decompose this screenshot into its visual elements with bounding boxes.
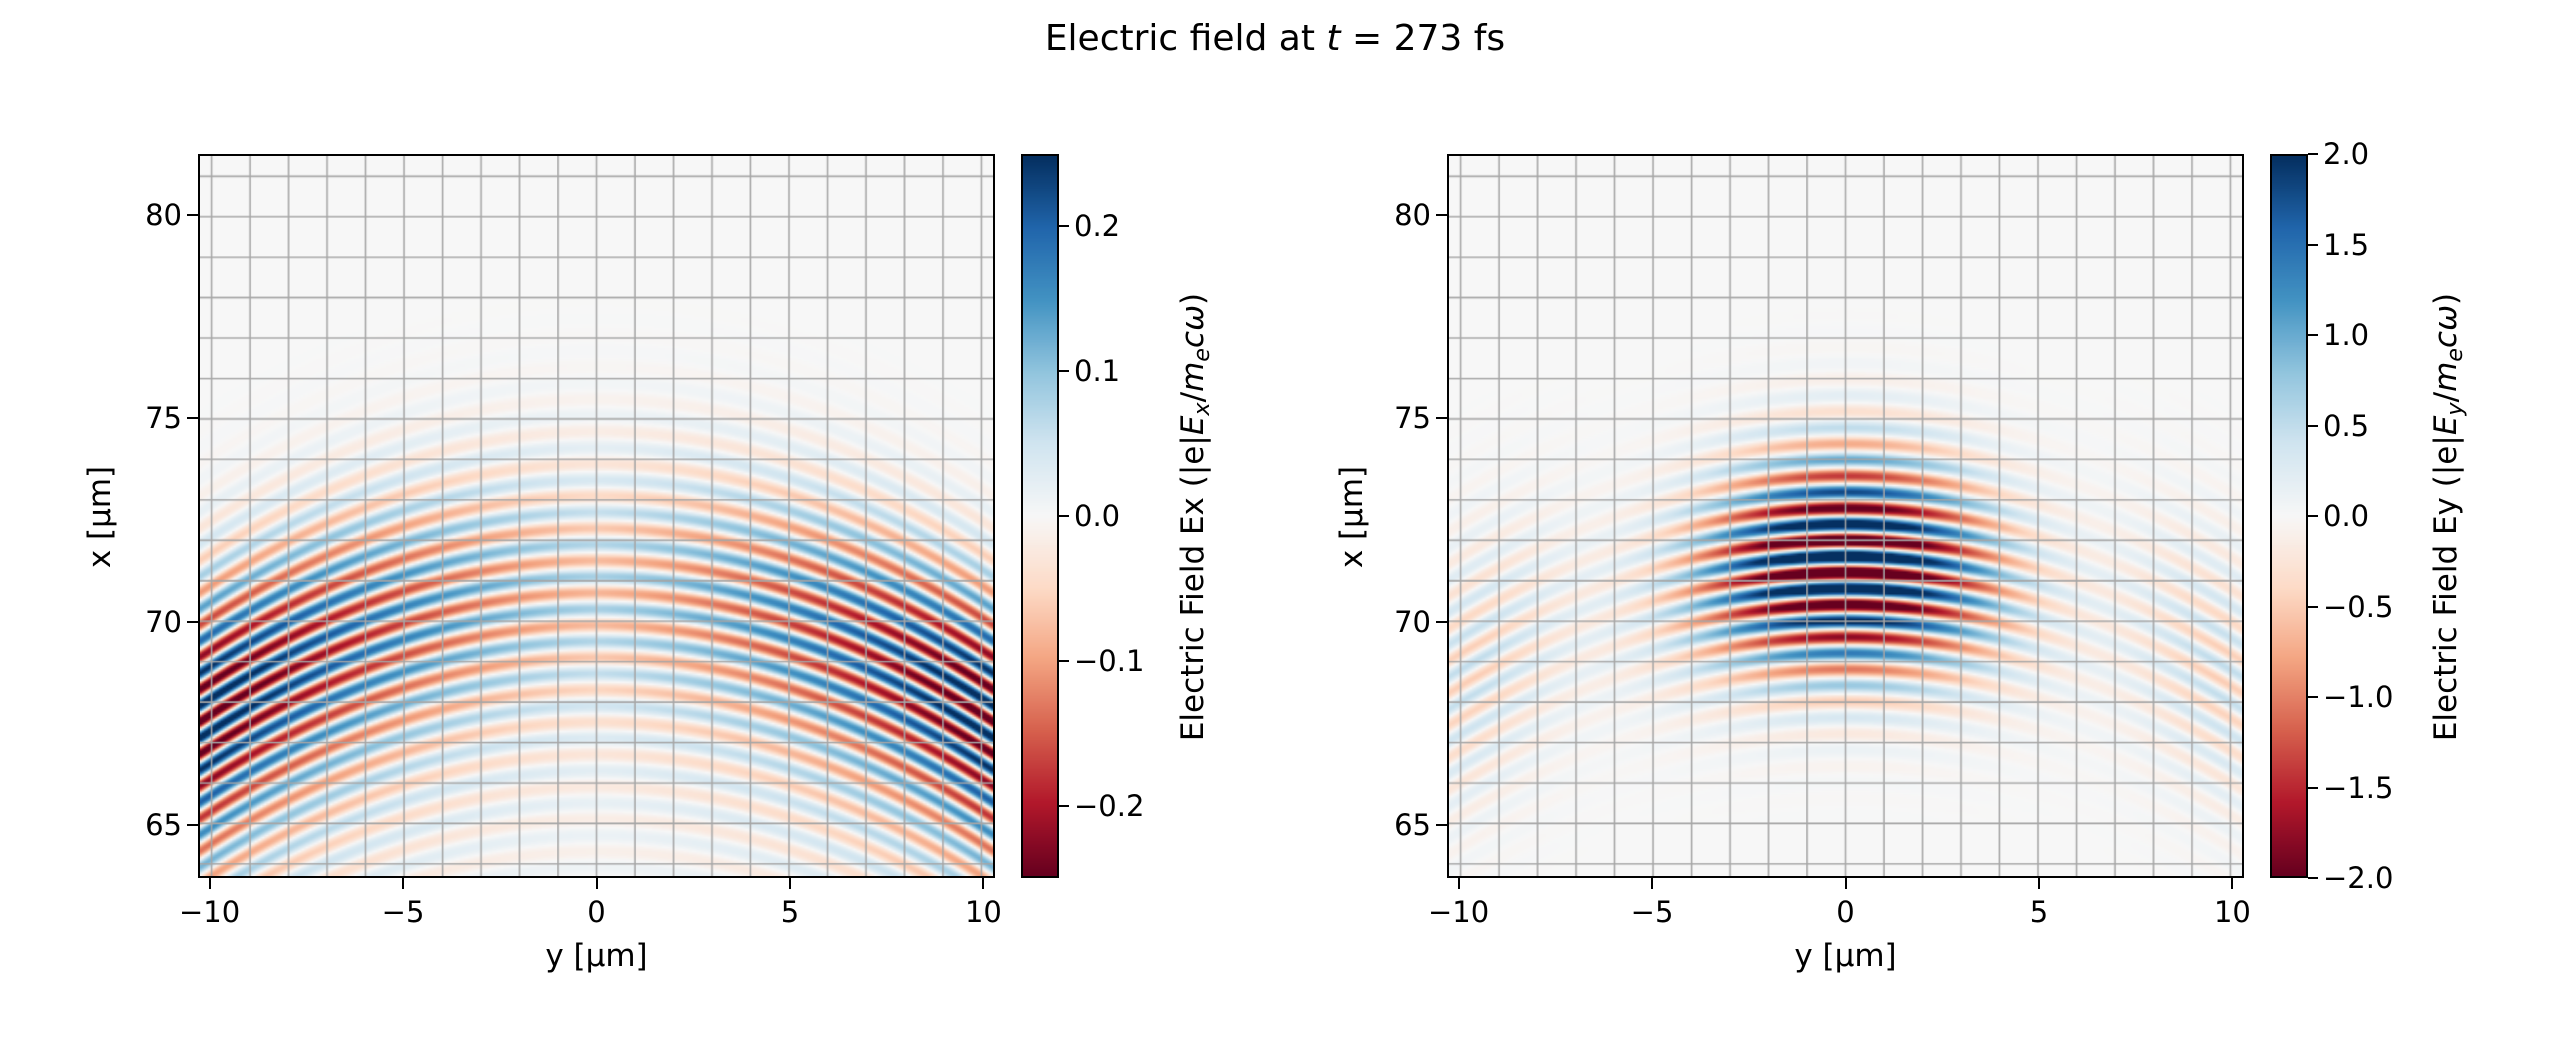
x-tick	[982, 878, 985, 889]
colorbar-tick-label: 0.2	[1074, 209, 1121, 244]
text-part: E	[1175, 415, 1211, 436]
colorbar-tick-label: −2.0	[2323, 861, 2394, 895]
text-part: ω	[2428, 304, 2464, 331]
text-part: E	[2428, 415, 2464, 436]
y-tick-label: 75	[145, 401, 182, 436]
colorbar-tick-label: 0.0	[2323, 499, 2370, 533]
colorbar-tick-label: −1.0	[2323, 680, 2394, 714]
x-tick	[2037, 878, 2040, 889]
colorbar-tick	[2308, 786, 2318, 789]
text-part: x	[1189, 402, 1216, 416]
colorbar-tick-label: 0.0	[1074, 499, 1121, 533]
xlabel-ex: y [μm]	[545, 938, 648, 974]
y-tick	[187, 214, 198, 216]
text-part: m	[2428, 361, 2464, 392]
text-part: )	[1175, 292, 1211, 305]
text-part: /	[1175, 391, 1211, 403]
x-tick-label: 10	[2213, 895, 2251, 929]
y-tick	[1436, 824, 1447, 827]
colorbar-tick	[2308, 153, 2318, 155]
colorbar-tick-label: 1.0	[2323, 318, 2370, 352]
x-tick	[1844, 878, 1847, 889]
text-part: e	[1189, 347, 1216, 362]
colorbar-tick	[1059, 225, 1069, 228]
y-tick	[1436, 214, 1447, 216]
x-tick-label: 0	[587, 895, 606, 929]
x-tick	[1457, 878, 1460, 889]
x-tick-label: −10	[178, 895, 241, 929]
colorbar-tick-label: −0.1	[1074, 643, 1145, 678]
x-tick	[788, 878, 791, 889]
y-tick-label: 70	[145, 604, 182, 639]
colorbar-ey	[2270, 154, 2308, 878]
colorbar-tick-label: 0.5	[2323, 408, 2370, 443]
ylabel-ey: x [μm]	[1334, 465, 1370, 569]
x-tick-label: 5	[780, 895, 800, 929]
text-part: c	[2428, 330, 2464, 348]
colorbar-tick	[1059, 370, 1069, 373]
colorbar-tick-label: 2.0	[2323, 137, 2370, 171]
colorbar-tick-label: 0.1	[1074, 354, 1121, 389]
colorbar-tick	[2308, 877, 2318, 879]
y-tick	[187, 417, 198, 420]
y-tick	[1436, 417, 1447, 420]
colorbar-tick-label: −1.5	[2323, 770, 2394, 805]
y-tick	[187, 620, 198, 623]
x-tick	[595, 878, 598, 889]
colorbar-ey-gradient	[2272, 156, 2306, 876]
x-tick	[208, 878, 211, 889]
colorbar-ex	[1021, 154, 1059, 878]
y-tick-label: 80	[1394, 198, 1431, 232]
grid-ex-canvas	[200, 156, 993, 876]
text-part: )	[2428, 292, 2464, 305]
y-tick	[1436, 620, 1447, 623]
axes-ey	[1447, 154, 2244, 878]
x-tick-label: 0	[1836, 895, 1855, 929]
x-tick	[1651, 878, 1654, 889]
ylabel-ex: x [μm]	[82, 465, 118, 569]
text-part: Electric Field Ex (|e|	[1175, 435, 1211, 742]
grid-ey-canvas	[1449, 156, 2242, 876]
colorbar-tick	[2308, 334, 2318, 336]
y-tick-label: 75	[1394, 401, 1431, 436]
figure-title: Electric field at t = 273 fs	[0, 16, 2550, 62]
colorbar-ex-gradient	[1023, 156, 1057, 876]
colorbar-tick	[2308, 515, 2318, 517]
colorbar-tick	[2308, 424, 2318, 427]
y-tick-label: 80	[145, 198, 182, 232]
text-part: y	[2442, 402, 2469, 416]
text-part: = 273 fs	[1340, 18, 1506, 59]
x-tick-label: 5	[2029, 895, 2049, 929]
colorbar-tick	[2308, 605, 2318, 608]
text-part: Electric field at	[1044, 18, 1327, 59]
xlabel-ey: y [μm]	[1794, 938, 1897, 974]
x-tick-label: −5	[381, 895, 425, 929]
colorbar-tick	[1059, 515, 1069, 517]
x-tick-label: −5	[1630, 895, 1674, 929]
text-part: e	[2442, 347, 2469, 362]
axes-ex	[198, 154, 995, 878]
y-tick-label: 65	[145, 808, 182, 843]
colorbar-tick-label: 1.5	[2323, 227, 2370, 262]
colorbar-tick-label: −0.5	[2323, 589, 2394, 624]
colorbar-tick	[2308, 243, 2318, 246]
x-tick	[2231, 878, 2234, 889]
y-tick	[187, 824, 198, 827]
colorbar-tick	[1059, 804, 1069, 807]
text-part: /	[2428, 391, 2464, 403]
text-part: c	[1175, 330, 1211, 348]
x-tick-label: −10	[1427, 895, 1490, 929]
y-tick-label: 70	[1394, 604, 1431, 639]
colorbar-tick-label: −0.2	[1074, 788, 1145, 823]
text-part: t	[1326, 18, 1341, 59]
x-tick-label: 10	[964, 895, 1002, 929]
x-tick	[402, 878, 405, 889]
y-tick-label: 65	[1394, 808, 1431, 843]
text-part: ω	[1175, 304, 1211, 331]
text-part: Electric Field Ey (|e|	[2428, 435, 2464, 742]
colorbar-tick	[2308, 696, 2318, 698]
colorbar-tick	[1059, 659, 1069, 662]
